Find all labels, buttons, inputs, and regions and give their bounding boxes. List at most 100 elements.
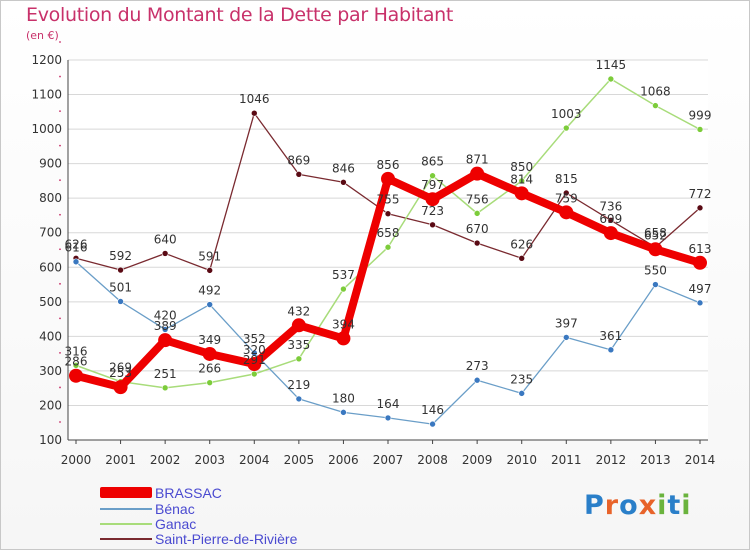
legend-label-brassac: BRASSAC: [155, 485, 222, 501]
data-label: 164: [377, 397, 400, 411]
data-label: 550: [644, 264, 667, 278]
data-label: 492: [198, 284, 221, 298]
x-tick-label: 2002: [150, 453, 181, 467]
data-label: 699: [599, 212, 622, 226]
data-point: [206, 301, 214, 308]
x-tick-label: 2007: [373, 453, 404, 467]
data-label: 1003: [551, 107, 582, 121]
data-label: 1068: [640, 85, 671, 99]
legend-swatch-brassac: [100, 487, 152, 498]
legend-swatch-ganac: [100, 523, 152, 525]
x-tick-label: 2003: [194, 453, 225, 467]
data-label: 756: [466, 192, 489, 206]
data-label: 501: [109, 280, 132, 294]
data-label: 180: [332, 391, 355, 405]
y-tick-label: 300: [39, 364, 62, 378]
legend-swatch-saint-pierre: [100, 538, 152, 540]
y-minor-tick: [59, 41, 61, 43]
data-label: 658: [377, 226, 400, 240]
data-label: 652: [644, 228, 667, 242]
data-label: 291: [243, 353, 266, 367]
data-point: [693, 255, 707, 270]
data-label: 626: [510, 237, 533, 251]
y-minor-tick: [59, 110, 61, 112]
x-tick-label: 2001: [105, 453, 136, 467]
data-point: [250, 370, 258, 378]
data-label: 146: [421, 403, 444, 417]
x-tick-label: 2014: [685, 453, 716, 467]
data-label: 723: [421, 204, 444, 218]
data-label: 320: [243, 343, 266, 357]
chart-title: Evolution du Montant de la Dette par Hab…: [26, 4, 454, 26]
data-point: [291, 318, 306, 333]
data-label: 591: [198, 249, 221, 263]
data-point: [607, 75, 615, 83]
logo-letter: o: [619, 490, 639, 521]
data-point: [603, 226, 618, 241]
data-label: 759: [555, 191, 578, 205]
data-point: [559, 205, 574, 220]
data-point: [696, 126, 704, 133]
data-point: [161, 384, 169, 392]
data-label: 537: [332, 268, 355, 282]
data-point: [340, 285, 347, 293]
data-label: 772: [689, 187, 712, 201]
logo-letter: P: [584, 490, 605, 521]
data-point: [340, 178, 347, 186]
data-point: [518, 177, 526, 185]
y-minor-tick: [59, 317, 61, 320]
y-tick-label: 400: [39, 329, 62, 343]
y-tick-label: 1000: [31, 122, 62, 136]
data-label: 658: [644, 226, 667, 240]
data-point: [562, 334, 570, 341]
data-label: 613: [689, 242, 712, 256]
data-point: [652, 102, 659, 109]
data-label: 251: [154, 367, 177, 381]
y-minor-tick: [59, 352, 61, 354]
x-tick-label: 2012: [596, 453, 627, 467]
data-label: 616: [65, 241, 88, 255]
data-label: 856: [377, 158, 400, 172]
data-point: [250, 109, 258, 117]
data-label: 869: [287, 153, 310, 167]
data-label: 394: [332, 317, 355, 331]
data-point: [161, 326, 169, 333]
y-tick-label: 500: [39, 295, 62, 309]
data-point: [425, 192, 440, 207]
x-tick-label: 2005: [284, 453, 315, 467]
data-point: [336, 331, 351, 346]
data-point: [470, 166, 485, 181]
logo-letter: i: [657, 490, 668, 521]
data-point: [562, 124, 570, 132]
data-point: [117, 266, 124, 274]
y-tick-label: 200: [39, 398, 62, 412]
data-label: 352: [243, 332, 266, 346]
data-label: 871: [466, 153, 489, 167]
data-point: [295, 355, 303, 363]
y-minor-tick: [59, 75, 61, 78]
data-point: [247, 357, 262, 371]
data-point: [473, 376, 481, 384]
data-point: [429, 172, 436, 180]
data-label: 420: [154, 308, 177, 322]
data-label: 432: [287, 304, 310, 318]
data-point: [161, 250, 169, 257]
data-label: 397: [555, 316, 578, 330]
data-label: 335: [287, 338, 310, 352]
proxiti-logo: Proxiti: [584, 490, 692, 521]
data-point: [384, 243, 392, 251]
data-label: 640: [154, 232, 177, 246]
data-label: 626: [65, 237, 88, 251]
logo-letter: r: [604, 490, 620, 521]
data-point: [648, 242, 663, 257]
x-tick-label: 2000: [61, 453, 92, 467]
data-point: [429, 221, 436, 229]
data-point: [652, 281, 659, 288]
data-label: 797: [421, 178, 444, 192]
data-point: [518, 390, 526, 397]
x-tick-label: 2010: [506, 453, 537, 467]
x-tick-label: 2013: [640, 453, 671, 467]
data-point: [473, 210, 481, 217]
legend-label-ganac: Ganac: [155, 516, 197, 532]
